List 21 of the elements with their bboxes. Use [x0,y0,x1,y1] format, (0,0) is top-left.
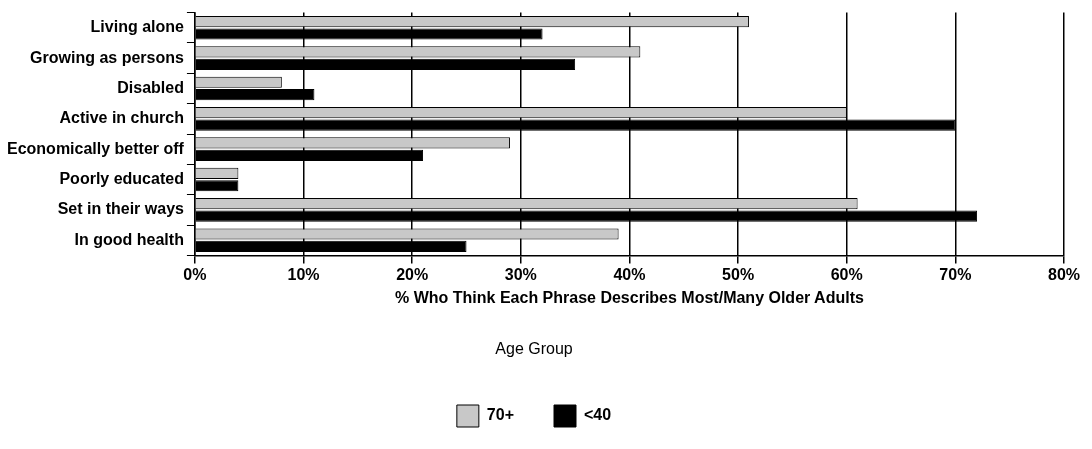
x-tick-label: 0% [183,266,207,284]
legend-label: <40 [584,406,612,424]
legend-label: 70+ [486,406,514,424]
y-tick-label: Active in church [59,109,184,127]
y-tick-label: Poorly educated [59,169,184,187]
x-tick-label: 10% [287,266,320,284]
y-tick-label: Economically better off [7,139,185,157]
y-tick-label: Living alone [90,18,185,36]
x-axis-title: % Who Think Each Phrase Describes Most/Many Older Adults [395,288,864,306]
x-tick-label: 40% [613,266,646,284]
y-tick-label: Set in their ways [57,200,185,218]
x-tick-label: 80% [1047,266,1081,284]
legend-title: Age Group [495,340,573,358]
x-tick-label: 20% [396,266,429,284]
y-tick-label: In good health [74,230,184,248]
x-tick-label: 70% [939,266,972,284]
y-tick-label: Growing as persons [30,48,185,66]
y-tick-label: Disabled [117,78,184,96]
x-tick-label: 50% [722,266,755,284]
x-tick-label: 30% [504,266,537,284]
x-tick-label: 60% [830,266,863,284]
